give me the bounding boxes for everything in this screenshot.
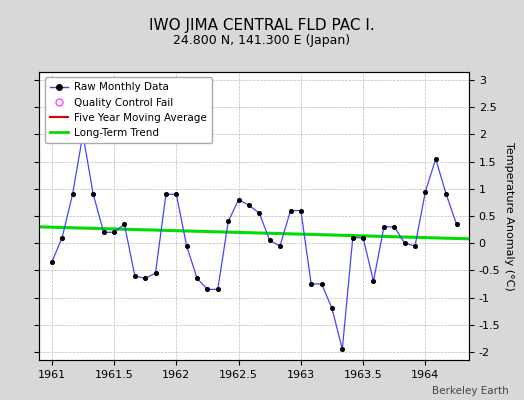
Point bbox=[390, 224, 398, 230]
Point bbox=[234, 196, 243, 203]
Point bbox=[130, 272, 139, 279]
Point bbox=[452, 221, 461, 227]
Text: IWO JIMA CENTRAL FLD PAC I.: IWO JIMA CENTRAL FLD PAC I. bbox=[149, 18, 375, 33]
Point bbox=[338, 346, 346, 352]
Legend: Raw Monthly Data, Quality Control Fail, Five Year Moving Average, Long-Term Tren: Raw Monthly Data, Quality Control Fail, … bbox=[45, 77, 212, 143]
Text: Berkeley Earth: Berkeley Earth bbox=[432, 386, 508, 396]
Point bbox=[245, 202, 253, 208]
Point bbox=[162, 191, 170, 198]
Point bbox=[266, 237, 274, 244]
Point bbox=[255, 210, 264, 216]
Point bbox=[411, 243, 419, 249]
Point bbox=[79, 131, 87, 138]
Point bbox=[359, 234, 367, 241]
Point bbox=[172, 191, 180, 198]
Point bbox=[203, 286, 212, 292]
Point bbox=[432, 156, 440, 162]
Point bbox=[276, 243, 284, 249]
Point bbox=[120, 221, 128, 227]
Point bbox=[58, 234, 66, 241]
Y-axis label: Temperature Anomaly (°C): Temperature Anomaly (°C) bbox=[504, 142, 514, 290]
Point bbox=[100, 229, 108, 236]
Point bbox=[151, 270, 160, 276]
Point bbox=[369, 278, 378, 284]
Point bbox=[141, 275, 149, 282]
Text: 24.800 N, 141.300 E (Japan): 24.800 N, 141.300 E (Japan) bbox=[173, 34, 351, 47]
Point bbox=[68, 191, 77, 198]
Point bbox=[400, 240, 409, 246]
Point bbox=[89, 191, 97, 198]
Point bbox=[193, 275, 201, 282]
Point bbox=[286, 207, 294, 214]
Point bbox=[442, 191, 451, 198]
Point bbox=[307, 281, 315, 287]
Point bbox=[318, 281, 326, 287]
Point bbox=[421, 188, 430, 195]
Point bbox=[48, 259, 56, 265]
Point bbox=[380, 224, 388, 230]
Point bbox=[182, 243, 191, 249]
Point bbox=[348, 234, 357, 241]
Point bbox=[110, 229, 118, 236]
Point bbox=[328, 305, 336, 312]
Point bbox=[297, 207, 305, 214]
Point bbox=[224, 218, 233, 225]
Point bbox=[214, 286, 222, 292]
